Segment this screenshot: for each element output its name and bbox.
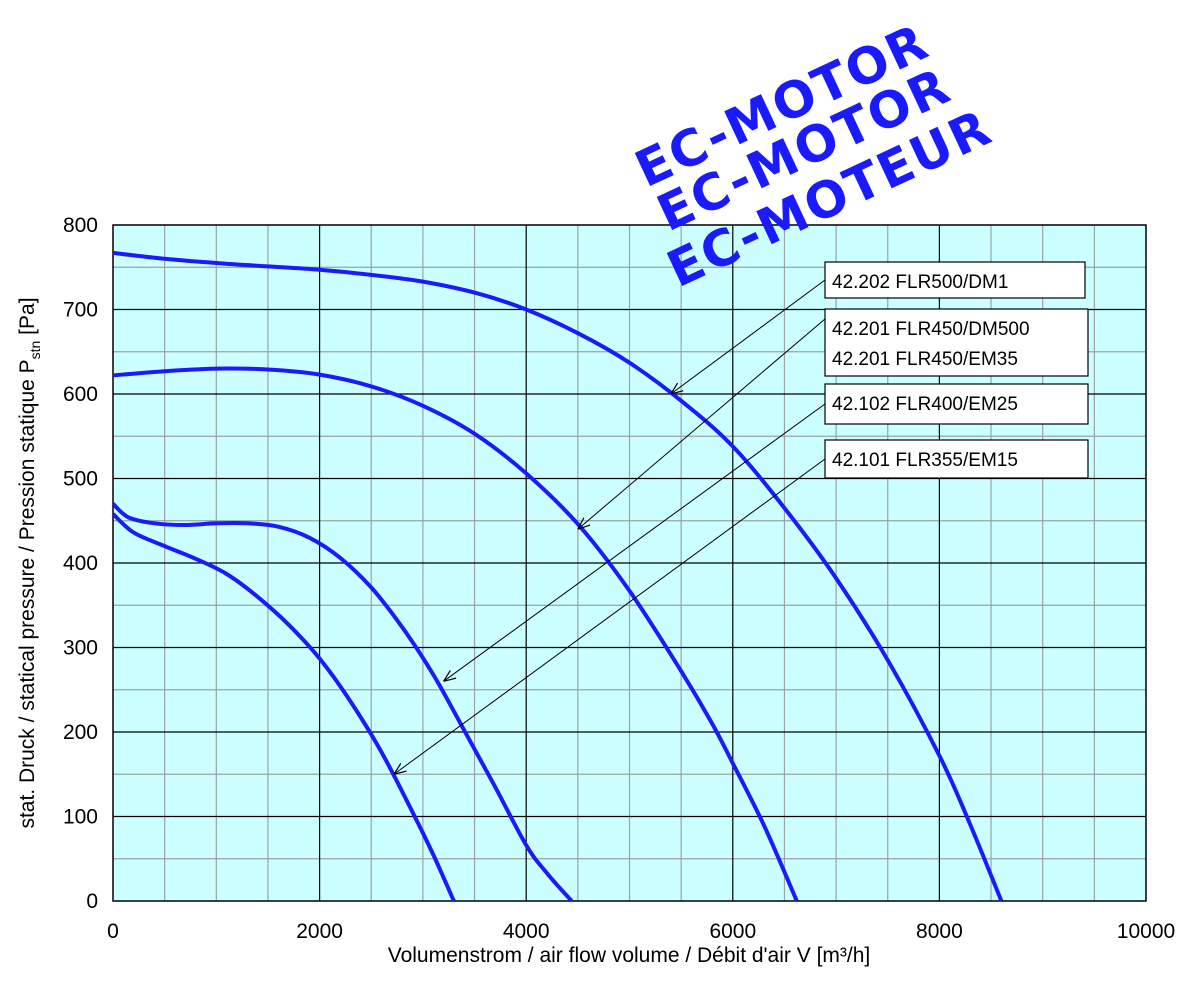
- series-line-3: [111, 502, 574, 903]
- y-tick-label: 0: [86, 890, 98, 913]
- y-tick-label: 200: [63, 721, 98, 744]
- series-label-3: 42.102 FLR400/EM25: [832, 394, 1018, 415]
- callout-box-3: [824, 383, 1089, 425]
- series-layer: [111, 250, 1004, 903]
- y-axis-title: stat. Druck / statical pressure / Pressi…: [16, 297, 43, 828]
- y-axis-title-unit: [Pa]: [16, 297, 39, 340]
- y-axis-ticks: 0 100 200 300 400 500 600 700 800: [63, 214, 98, 913]
- callout-layer: 42.202 FLR500/DM1 42.201 FLR450/DM500 42.2…: [394, 261, 1089, 774]
- plot-frame: [112, 224, 1147, 902]
- callout-leader-4: [394, 458, 826, 774]
- x-tick-label: 8000: [916, 920, 963, 943]
- x-tick-label: 2000: [296, 920, 343, 943]
- x-axis-ticks: 0 2000 4000 6000 8000 10000: [107, 920, 1175, 943]
- y-tick-label: 500: [63, 468, 98, 491]
- y-tick-label: 300: [63, 637, 98, 660]
- series-label-4: 42.101 FLR355/EM15: [832, 450, 1018, 471]
- x-tick-label: 4000: [503, 920, 550, 943]
- x-tick-label: 6000: [709, 920, 756, 943]
- y-tick-label: 800: [63, 214, 98, 237]
- series-line-1: [112, 250, 1004, 902]
- series-line-4: [111, 512, 456, 902]
- x-tick-label: 0: [107, 920, 119, 943]
- callout-leader-3: [444, 403, 826, 681]
- callout-leader-2: [578, 318, 826, 529]
- callout-leader-1: [671, 279, 826, 394]
- series-label-2-alt: 42.201 FLR450/EM35: [832, 349, 1018, 370]
- major-grid: [113, 225, 1146, 901]
- callout-box-2: [824, 308, 1089, 377]
- y-tick-label: 600: [63, 383, 98, 406]
- y-tick-label: 700: [63, 299, 98, 322]
- x-tick-label: 10000: [1117, 920, 1175, 943]
- y-tick-label: 400: [63, 552, 98, 575]
- series-line-2: [112, 366, 799, 902]
- callout-box-1: [824, 261, 1086, 299]
- x-axis-title: Volumenstrom / air flow volume / Débit d…: [388, 944, 871, 967]
- y-axis-title-subscript: stn: [27, 341, 43, 360]
- series-label-1: 42.202 FLR500/DM1: [832, 272, 1008, 293]
- callout-box-4: [824, 439, 1089, 479]
- series-label-2: 42.201 FLR450/DM500: [832, 319, 1030, 340]
- y-tick-label: 100: [63, 806, 98, 829]
